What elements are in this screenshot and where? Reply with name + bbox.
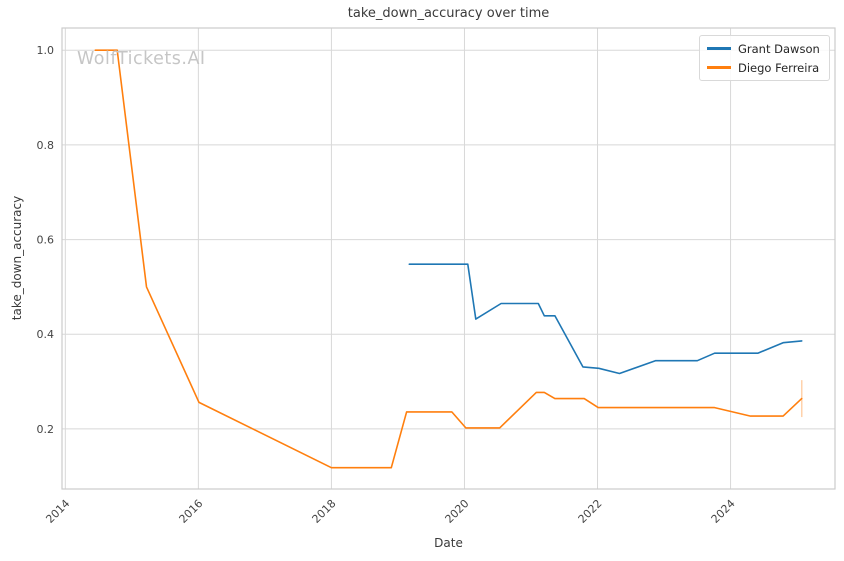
y-tick-label: 0.6 — [37, 234, 55, 247]
gridlines — [62, 28, 835, 489]
chart-title: take_down_accuracy over time — [347, 6, 550, 21]
x-axis-label: Date — [434, 536, 463, 550]
legend-item-grant-dawson: Grant Dawson — [707, 39, 820, 58]
legend-line-swatch-blue — [707, 47, 731, 50]
x-tick-label: 2016 — [177, 497, 206, 526]
series-line-diego-ferreira — [94, 49, 803, 469]
y-tick-label: 0.2 — [37, 423, 55, 436]
watermark: WolfTickets.AI — [77, 49, 206, 69]
legend-line-swatch-orange — [707, 66, 731, 69]
x-tick-label: 2022 — [576, 497, 605, 526]
x-tick-label: 2020 — [443, 497, 472, 526]
legend: Grant Dawson Diego Ferreira — [699, 35, 830, 81]
legend-label: Grant Dawson — [738, 41, 820, 56]
legend-label: Diego Ferreira — [738, 60, 820, 75]
series-line-grant-dawson — [408, 263, 803, 375]
y-axis-label: take_down_accuracy — [10, 195, 24, 321]
legend-item-diego-ferreira: Diego Ferreira — [707, 58, 820, 77]
x-tick-label: 2018 — [310, 497, 339, 526]
x-tick-label: 2014 — [43, 497, 72, 526]
plot-border — [61, 27, 836, 490]
y-tick-label: 1.0 — [37, 44, 55, 57]
y-tick-label: 0.8 — [37, 139, 55, 152]
y-tick-label: 0.4 — [37, 328, 55, 341]
x-tick-label: 2024 — [709, 497, 738, 526]
